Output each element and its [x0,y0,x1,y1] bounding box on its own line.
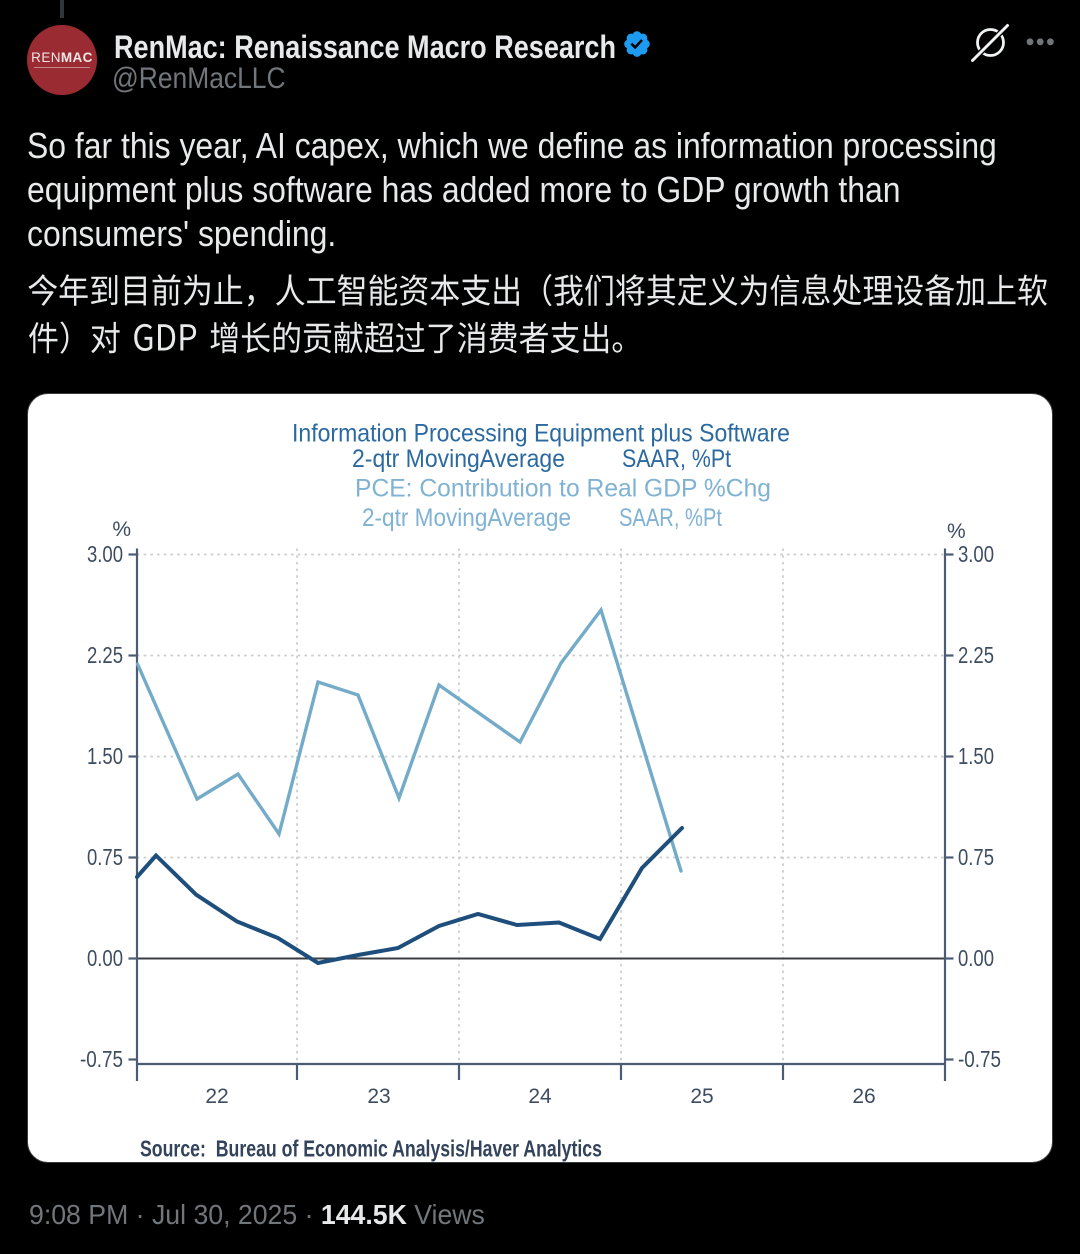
svg-text:2.25: 2.25 [87,642,123,668]
svg-text:-0.75: -0.75 [80,1046,123,1072]
svg-text:2-qtr MovingAverage: 2-qtr MovingAverage [362,504,571,532]
svg-text:Information Processing Equipme: Information Processing Equipment plus So… [292,420,790,448]
svg-text:23: 23 [367,1085,390,1108]
svg-text:0.00: 0.00 [87,945,123,971]
svg-text:SAAR, %Pt: SAAR, %Pt [619,504,722,532]
svg-text:22: 22 [205,1085,228,1108]
svg-text:0.75: 0.75 [87,844,123,870]
svg-text:2-qtr MovingAverage: 2-qtr MovingAverage [352,445,565,473]
svg-text:3.00: 3.00 [958,541,994,567]
svg-text:PCE: Contribution to Real GDP: PCE: Contribution to Real GDP %Chg [355,475,771,503]
svg-text:26: 26 [852,1085,875,1108]
svg-text:%: % [947,520,966,543]
svg-text:0.00: 0.00 [958,945,994,971]
svg-text:1.50: 1.50 [87,743,123,769]
svg-text:25: 25 [690,1085,713,1108]
svg-text:-0.75: -0.75 [958,1046,1001,1072]
svg-text:0.75: 0.75 [958,844,994,870]
svg-text:1.50: 1.50 [958,743,994,769]
svg-text:SAAR, %Pt: SAAR, %Pt [622,445,731,473]
svg-text:24: 24 [528,1085,552,1108]
svg-text:Source: Bureau of Economic An: Source: Bureau of Economic Analysis/Have… [140,1136,602,1162]
svg-text:3.00: 3.00 [87,541,123,567]
svg-text:%: % [112,518,131,541]
svg-text:2.25: 2.25 [958,642,994,668]
